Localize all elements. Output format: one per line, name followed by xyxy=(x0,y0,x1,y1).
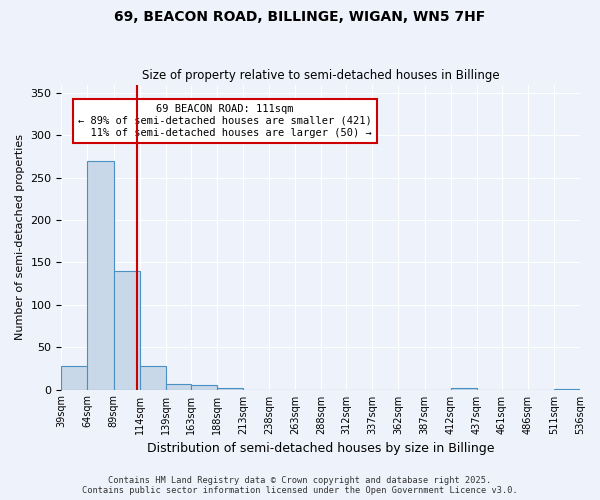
Bar xyxy=(191,386,217,390)
Bar xyxy=(166,384,191,390)
Bar xyxy=(140,366,166,390)
Text: 69 BEACON ROAD: 111sqm
← 89% of semi-detached houses are smaller (421)
  11% of : 69 BEACON ROAD: 111sqm ← 89% of semi-det… xyxy=(78,104,371,138)
Y-axis label: Number of semi-detached properties: Number of semi-detached properties xyxy=(15,134,25,340)
Bar xyxy=(113,271,140,390)
Bar xyxy=(554,388,580,390)
Title: Size of property relative to semi-detached houses in Billinge: Size of property relative to semi-detach… xyxy=(142,69,500,82)
Bar xyxy=(451,388,476,390)
Text: Contains HM Land Registry data © Crown copyright and database right 2025.
Contai: Contains HM Land Registry data © Crown c… xyxy=(82,476,518,495)
Bar xyxy=(61,366,88,390)
Bar xyxy=(88,161,113,390)
X-axis label: Distribution of semi-detached houses by size in Billinge: Distribution of semi-detached houses by … xyxy=(147,442,494,455)
Text: 69, BEACON ROAD, BILLINGE, WIGAN, WN5 7HF: 69, BEACON ROAD, BILLINGE, WIGAN, WN5 7H… xyxy=(115,10,485,24)
Bar xyxy=(217,388,243,390)
